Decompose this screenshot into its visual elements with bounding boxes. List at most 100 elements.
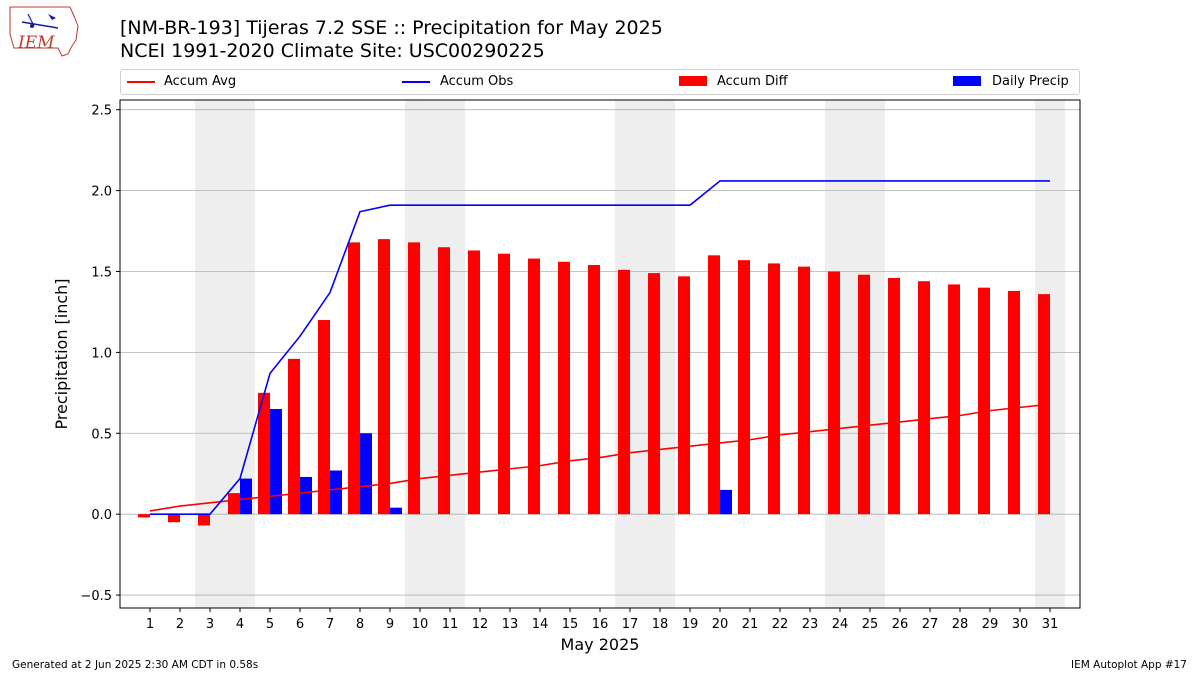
legend-swatch-daily-precip [953,76,981,86]
accum-diff-bar-26 [888,277,900,515]
lines [149,180,1051,515]
x-tick-label: 5 [266,617,274,632]
accum-diff-bar-9 [378,239,390,515]
x-tick-label: 3 [206,617,214,632]
accum-obs-line [150,180,1050,515]
y-tick-label: 1.5 [91,265,112,280]
y-tick-label: 1.0 [91,346,112,361]
x-tick-label: 9 [386,617,394,632]
x-tick-label: 18 [652,617,669,632]
legend-label-accum-avg: Accum Avg [164,74,237,89]
x-tick-label: 30 [1012,617,1029,632]
x-tick-label: 21 [742,617,759,632]
x-tick-label: 11 [442,617,459,632]
weekend-shade-day-4 [225,100,255,608]
accum-diff-bar-2 [168,514,180,523]
legend-swatch-accum-diff [679,76,707,86]
x-tick-label: 6 [296,617,304,632]
generated-timestamp: Generated at 2 Jun 2025 2:30 AM CDT in 0… [12,659,259,671]
y-tick-label: 2.0 [91,185,112,200]
accum-diff-bar-10 [408,242,420,515]
daily-precip-bar-7 [330,470,342,515]
x-tick-label: 27 [922,617,939,632]
accum-diff-bar-22 [768,263,780,515]
x-tick-label: 16 [592,617,609,632]
accum-diff-bar-23 [798,266,810,515]
accum-diff-bar-25 [858,274,870,515]
accum-diff-bar-12 [468,250,480,515]
weekend-shade-day-3 [195,100,225,608]
y-axis-label: Precipitation [inch] [52,278,71,429]
y-ticks: −0.5 0.0 0.5 1.0 1.5 2.0 2.5 [80,104,120,604]
logo-text: IEM [17,33,55,53]
x-tick-label: 22 [772,617,789,632]
iem-logo: IEM [9,6,79,57]
accum-diff-bar-15 [558,261,570,515]
legend: Accum Avg Accum Obs Accum Diff Daily Pre… [120,69,1080,95]
x-tick-label: 23 [802,617,819,632]
x-ticks: 1 2 3 4 5 6 7 8 9 10 11 12 13 14 15 16 17 18 19 20 21 22 23 24 2… [146,608,1058,632]
x-tick-label: 31 [1042,617,1059,632]
legend-swatch-accum-obs [402,81,430,83]
accum-diff-bar-7 [318,320,330,515]
accum-diff-bar-24 [828,271,840,515]
app-label: IEM Autoplot App #17 [1071,659,1187,671]
x-tick-label: 15 [562,617,579,632]
accum-diff-bar-5 [258,392,270,515]
x-tick-label: 8 [356,617,364,632]
daily-precip-bar-9 [390,507,402,515]
x-tick-label: 2 [176,617,184,632]
accum-avg-line [149,403,1051,512]
accum-diff-bar-27 [918,281,930,515]
x-tick-label: 4 [236,617,244,632]
daily-precip-bar-6 [300,476,312,515]
accum-diff-bar-14 [528,258,540,515]
y-tick-label: 2.5 [91,104,112,119]
accum-diff-bar-16 [588,265,600,515]
y-tick-label: 0.0 [91,508,112,523]
x-tick-label: 29 [982,617,999,632]
accum-diff-bar-28 [948,284,960,515]
y-tick-label: 0.5 [91,427,112,442]
x-tick-label: 7 [326,617,334,632]
daily-precip-bar-4 [240,478,252,515]
accum-diff-bar-1 [138,514,150,518]
chart-title: [NM-BR-193] Tijeras 7.2 SSE :: Precipita… [120,17,663,39]
x-tick-label: 1 [146,617,154,632]
accum-diff-bar-3 [198,514,210,526]
x-tick-label: 26 [892,617,909,632]
accum-diff-bar-11 [438,247,450,515]
x-tick-label: 20 [712,617,729,632]
bars [138,239,1050,526]
x-tick-label: 12 [472,617,489,632]
x-tick-label: 24 [832,617,849,632]
chart-subtitle: NCEI 1991-2020 Climate Site: USC00290225 [120,40,545,62]
daily-precip-bar-8 [360,433,372,515]
x-tick-label: 28 [952,617,969,632]
accum-diff-bar-8 [348,242,360,515]
accum-diff-bar-19 [678,276,690,515]
y-tick-label: −0.5 [80,589,112,604]
accum-diff-bar-20 [708,255,720,515]
legend-label-accum-obs: Accum Obs [440,74,514,89]
accum-diff-bar-6 [288,358,300,515]
accum-diff-bar-30 [1008,290,1020,515]
legend-swatch-accum-avg [127,81,155,83]
accum-diff-bar-13 [498,253,510,515]
x-tick-label: 25 [862,617,879,632]
legend-label-daily-precip: Daily Precip [992,74,1069,89]
accum-diff-bar-21 [738,260,750,515]
accum-diff-bar-18 [648,273,660,515]
x-axis-label: May 2025 [561,635,640,654]
x-tick-label: 14 [532,617,549,632]
accum-diff-bar-17 [618,269,630,515]
x-tick-label: 10 [412,617,429,632]
x-tick-label: 19 [682,617,699,632]
x-tick-label: 17 [622,617,639,632]
legend-label-accum-diff: Accum Diff [717,74,788,89]
daily-precip-bar-20 [720,489,732,515]
accum-diff-bar-29 [978,287,990,515]
x-tick-label: 13 [502,617,519,632]
accum-diff-bar-4 [228,493,240,515]
